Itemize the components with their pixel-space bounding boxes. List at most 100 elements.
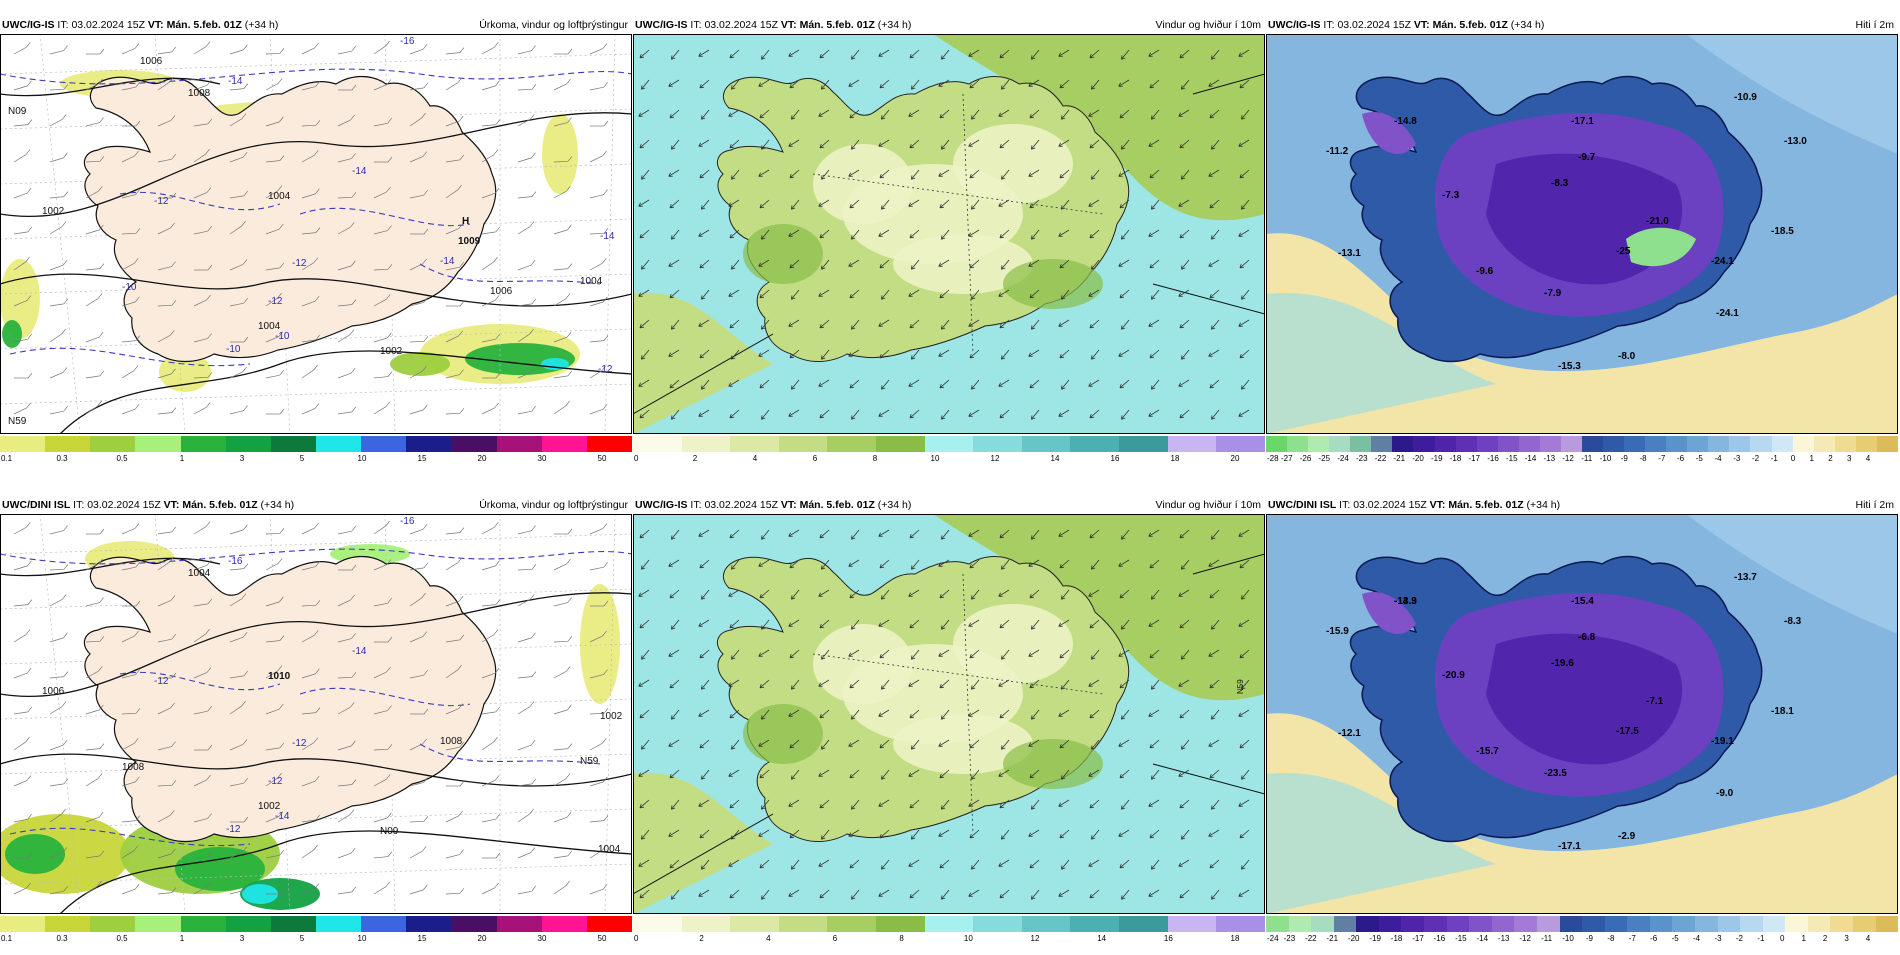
colorbar-segment bbox=[1876, 916, 1899, 932]
map-label: -12 bbox=[226, 824, 241, 835]
colorbar-segment bbox=[1216, 436, 1265, 452]
colorbar-segment bbox=[682, 916, 731, 932]
colorbar-label: -11 bbox=[1581, 453, 1592, 465]
map-label: -12.1 bbox=[1338, 728, 1361, 739]
colorbar-segment bbox=[1695, 916, 1718, 932]
vt-label: VT: bbox=[164, 499, 180, 511]
colorbar-segment bbox=[1835, 436, 1856, 452]
map-label: 1004 bbox=[580, 276, 603, 287]
colorbar-label: 18 bbox=[1171, 453, 1180, 465]
colorbar-segment bbox=[1266, 436, 1287, 452]
colorbar bbox=[633, 436, 1265, 452]
colorbar-segment bbox=[1356, 916, 1379, 932]
colorbar-label: 0.1 bbox=[1, 933, 12, 945]
colorbar-label: 2 bbox=[1828, 453, 1832, 465]
colorbar-label: 0.1 bbox=[1, 453, 12, 465]
colorbar-label: 0.3 bbox=[56, 453, 67, 465]
map-svg bbox=[633, 34, 1265, 434]
colorbar-segment bbox=[730, 916, 779, 932]
map-label: -12 bbox=[292, 258, 307, 269]
colorbar-segment bbox=[451, 916, 496, 932]
colorbar-segment bbox=[181, 436, 226, 452]
colorbar-segment bbox=[1289, 916, 1312, 932]
colorbar-label: 3 bbox=[240, 453, 244, 465]
colorbar-segment bbox=[1070, 436, 1119, 452]
colorbar-label: 12 bbox=[1031, 933, 1040, 945]
colorbar-label: -1 bbox=[1757, 933, 1764, 945]
colorbar-segment bbox=[1750, 436, 1771, 452]
colorbar-segment bbox=[1650, 916, 1673, 932]
panel-precip-igis: UWC/IG-IS IT: 03.02.2024 15Z VT: Mán. 5.… bbox=[0, 17, 632, 475]
colorbar-label: 30 bbox=[538, 453, 547, 465]
colorbar-label: -19 bbox=[1369, 933, 1381, 945]
colorbar-label: -22 bbox=[1305, 933, 1317, 945]
map-label: 1008 bbox=[122, 762, 145, 773]
map-label: 1010 bbox=[268, 671, 291, 682]
colorbar-segment bbox=[1666, 436, 1687, 452]
colorbar-label: -24 bbox=[1337, 453, 1349, 465]
colorbar-segment bbox=[1514, 916, 1537, 932]
panel-header: UWC/IG-IS IT: 03.02.2024 15Z VT: Mán. 5.… bbox=[633, 497, 1265, 513]
colorbar-label: -14 bbox=[1525, 453, 1537, 465]
colorbar-segment bbox=[1808, 916, 1831, 932]
colorbar-segment bbox=[1119, 436, 1168, 452]
map-label: -14.8 bbox=[1394, 116, 1417, 127]
colorbar-label: -14 bbox=[1477, 933, 1489, 945]
map-label: -21.0 bbox=[1646, 216, 1669, 227]
colorbar-label: 1 bbox=[180, 453, 184, 465]
colorbar-label: -15 bbox=[1506, 453, 1518, 465]
map-label: -14 bbox=[352, 166, 367, 177]
colorbar-label: -7 bbox=[1658, 453, 1665, 465]
colorbar-segment bbox=[1785, 916, 1808, 932]
colorbar-label: 16 bbox=[1164, 933, 1173, 945]
colorbar-segment bbox=[1456, 436, 1477, 452]
colorbar-label: 5 bbox=[300, 933, 304, 945]
colorbar-segment bbox=[1729, 436, 1750, 452]
vt-label: VT: bbox=[1414, 19, 1430, 31]
init-time: 03.02.2024 15Z bbox=[87, 499, 161, 511]
model-name: UWC/DINI ISL bbox=[1268, 499, 1336, 511]
colorbar-segment bbox=[1216, 916, 1265, 932]
colorbar-label: -15 bbox=[1455, 933, 1467, 945]
colorbar-segment bbox=[1582, 916, 1605, 932]
map-label: -17.1 bbox=[1558, 841, 1581, 852]
colorbar-segment bbox=[633, 436, 682, 452]
it-label: IT: bbox=[690, 19, 701, 31]
map-svg: N59 bbox=[633, 514, 1265, 914]
colorbar-label: 0 bbox=[1780, 933, 1784, 945]
colorbar-label: 20 bbox=[1231, 453, 1240, 465]
colorbar-label: -17 bbox=[1468, 453, 1480, 465]
map-label: -8.0 bbox=[1618, 351, 1636, 362]
it-label: IT: bbox=[57, 19, 68, 31]
colorbar-segment bbox=[135, 916, 180, 932]
colorbar-segment bbox=[730, 436, 779, 452]
colorbar-label: 1 bbox=[1801, 933, 1805, 945]
map-label: 1009 bbox=[458, 236, 481, 247]
colorbar-segment bbox=[1540, 436, 1561, 452]
map-label: -13.1 bbox=[1338, 248, 1361, 259]
map-svg: -16-14-14-12-12-12-10-10-10-14-12-141008… bbox=[0, 34, 632, 434]
valid-time: Mán. 5.feb. 01Z bbox=[182, 499, 257, 511]
colorbar-segment bbox=[90, 916, 135, 932]
colorbar-label: -23 bbox=[1356, 453, 1368, 465]
panel-temp-dini: UWC/DINI ISL IT: 03.02.2024 15Z VT: Mán.… bbox=[1266, 497, 1898, 955]
colorbar-segment bbox=[271, 916, 316, 932]
colorbar-label: 12 bbox=[991, 453, 1000, 465]
panel-wind-dini: UWC/IG-IS IT: 03.02.2024 15Z VT: Mán. 5.… bbox=[633, 497, 1265, 955]
colorbar-segment bbox=[0, 916, 45, 932]
colorbar-segment bbox=[181, 916, 226, 932]
colorbar-segment bbox=[973, 436, 1022, 452]
colorbar-label: 15 bbox=[418, 453, 427, 465]
colorbar-segment bbox=[1266, 916, 1289, 932]
colorbar-segment bbox=[542, 916, 587, 932]
colorbar-segment bbox=[1830, 916, 1853, 932]
colorbar-label: 10 bbox=[358, 933, 367, 945]
map-svg: -16-16-14-12-12-12-14-121008100810041002… bbox=[0, 514, 632, 914]
colorbar-segment bbox=[1447, 916, 1470, 932]
map-label: N09 bbox=[8, 106, 27, 117]
map-label: N59 bbox=[580, 756, 599, 767]
map-label: -9.6 bbox=[1476, 266, 1494, 277]
map-label: -17.1 bbox=[1571, 116, 1594, 127]
model-name: UWC/DINI ISL bbox=[2, 499, 70, 511]
map-label: -13.9 bbox=[1394, 596, 1417, 607]
